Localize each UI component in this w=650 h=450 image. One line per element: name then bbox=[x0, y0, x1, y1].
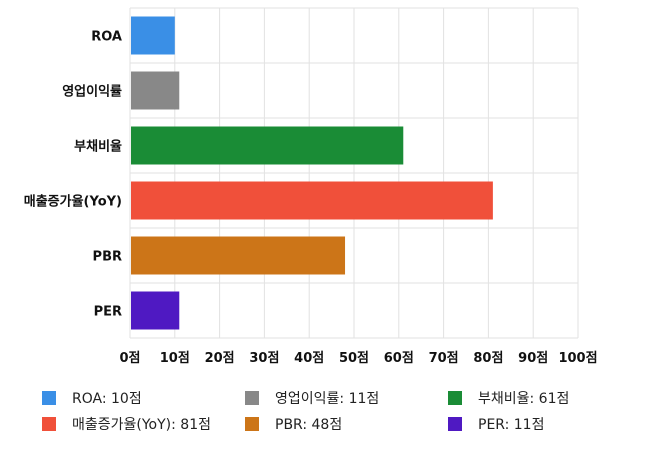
x-tick-label: 20점 bbox=[205, 351, 235, 366]
bar bbox=[131, 236, 346, 275]
legend-item: 매출증가율(YoY): 81점 bbox=[42, 414, 211, 434]
x-tick-label: 80점 bbox=[473, 351, 503, 366]
legend-label: PBR: 48점 bbox=[275, 417, 343, 433]
bar bbox=[131, 291, 180, 330]
legend-label: PER: 11점 bbox=[478, 417, 545, 433]
bar bbox=[131, 181, 493, 220]
x-tick-label: 60점 bbox=[384, 351, 414, 366]
x-tick-label: 10점 bbox=[160, 351, 190, 366]
legend-label: 영업이익률: 11점 bbox=[275, 391, 380, 407]
legend-item: 부채비율: 61점 bbox=[448, 388, 569, 408]
x-tick-label: 70점 bbox=[429, 351, 459, 366]
category-label: PBR bbox=[93, 250, 122, 265]
bar bbox=[131, 71, 180, 110]
legend-swatch bbox=[245, 417, 259, 431]
legend-item: PER: 11점 bbox=[448, 414, 544, 434]
category-label: 매출증가율(YoY) bbox=[24, 194, 122, 210]
legend-item: 영업이익률: 11점 bbox=[245, 388, 379, 408]
x-tick-label: 90점 bbox=[518, 351, 548, 366]
legend-swatch bbox=[42, 391, 56, 405]
x-tick-labels: 0점 10점 20점 30점 40점 50점 60점 70점 80점 90점 100점 bbox=[119, 351, 597, 366]
x-tick-label: 0점 bbox=[119, 351, 140, 366]
legend-label: ROA: 10점 bbox=[72, 391, 142, 407]
category-label: ROA bbox=[91, 30, 122, 45]
legend-swatch bbox=[448, 391, 462, 405]
legend-label: 부채비율: 61점 bbox=[478, 391, 570, 407]
legend-item: ROA: 10점 bbox=[42, 388, 142, 408]
legend-swatch bbox=[42, 417, 56, 431]
legend-item: PBR: 48점 bbox=[245, 414, 342, 434]
legend-swatch bbox=[448, 417, 462, 431]
category-label: PER bbox=[94, 305, 122, 320]
x-tick-label: 40점 bbox=[294, 351, 324, 366]
x-tick-label: 50점 bbox=[339, 351, 369, 366]
x-tick-label: 100점 bbox=[558, 351, 597, 366]
legend-label: 매출증가율(YoY): 81점 bbox=[72, 417, 211, 433]
category-label: 영업이익률 bbox=[62, 84, 122, 100]
bars bbox=[131, 16, 493, 330]
grid-lines bbox=[129, 7, 579, 339]
bar bbox=[131, 126, 404, 165]
x-tick-label: 30점 bbox=[249, 351, 279, 366]
bar bbox=[131, 16, 175, 55]
category-label: 부채비율 bbox=[74, 139, 122, 155]
legend-swatch bbox=[245, 391, 259, 405]
